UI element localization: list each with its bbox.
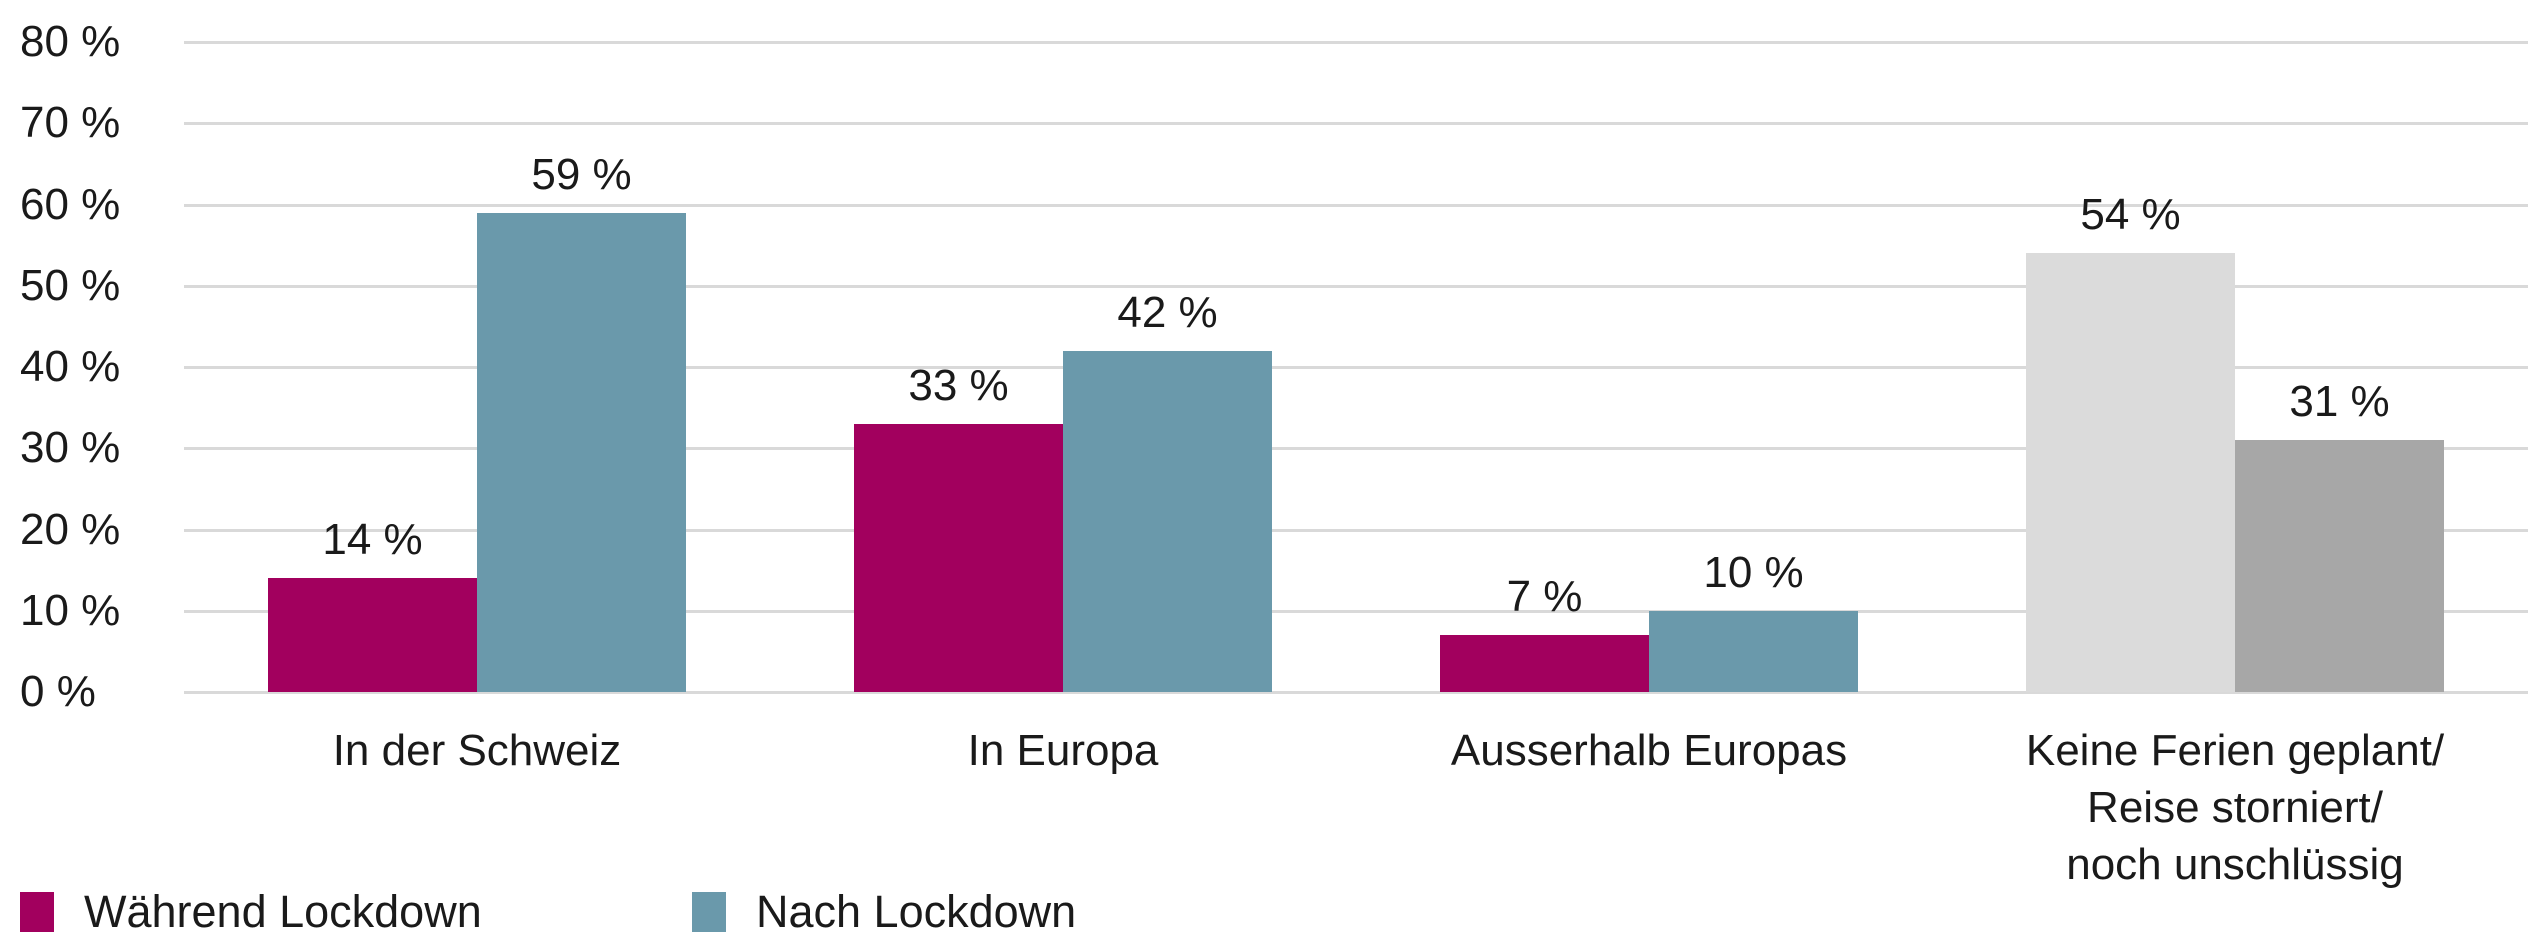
y-tick-label-0: 0 % [20,667,96,716]
legend-label-waehrend-lockdown: Während Lockdown [84,886,482,937]
plot-area: 14 % 33 % 7 % 54 % 59 % 42 % 10 % 31 % [184,41,2528,694]
value-label-series2-category2: 42 % [1117,287,1218,337]
gridline-60 [184,203,2528,207]
bar-series2-category4 [2235,440,2444,692]
y-tick-label-50: 50 % [20,260,121,310]
value-label-series2-category3: 10 % [1703,547,1804,597]
bar-series1-category1 [268,578,477,692]
chart-legend: Während Lockdown Nach Lockdown [0,884,2534,940]
y-tick-label-40: 40 % [20,342,121,391]
value-label-series1-category1: 14 % [322,515,423,565]
gridline-20 [184,528,2528,532]
legend-item-nach-lockdown: Nach Lockdown [692,884,1076,940]
legend-label-nach-lockdown: Nach Lockdown [756,886,1077,937]
value-label-series1-category2: 33 % [908,360,1009,410]
bar-series1-category2 [854,423,1063,692]
bar-series1-category3 [1440,635,1649,692]
category-label-3: Ausserhalb Europas [1450,726,1848,775]
gridline-10 [184,609,2528,613]
value-label-series2-category4: 31 % [2289,377,2390,427]
gridline-70 [184,122,2528,126]
category-label-1: In der Schweiz [332,726,622,775]
y-tick-label-60: 60 % [20,179,121,229]
y-tick-label-80: 80 % [20,17,121,66]
bar-series2-category3 [1649,610,1858,692]
gridline-0 [184,691,2528,694]
legend-item-waehrend-lockdown: Während Lockdown [20,884,482,940]
gridline-30 [184,447,2528,451]
y-tick-label-10: 10 % [20,585,121,635]
value-label-series2-category1: 59 % [531,149,632,199]
y-tick-label-20: 20 % [20,504,121,554]
gridline-50 [184,284,2528,288]
category-label-2: In Europa [967,726,1159,775]
legend-swatch-nach-lockdown [692,892,726,932]
gridline-80 [184,41,2528,44]
category-label-4: Keine Ferien geplant/ Reise storniert/ n… [2025,726,2445,889]
y-tick-label-30: 30 % [20,423,121,473]
bar-series2-category2 [1063,350,1272,692]
value-label-series1-category4: 54 % [2080,190,2181,240]
gridline-40 [184,366,2528,369]
value-label-series1-category3: 7 % [1506,572,1583,622]
y-tick-label-70: 70 % [20,98,121,148]
bar-series1-category4 [2026,253,2235,692]
legend-swatch-waehrend-lockdown [20,892,54,932]
bar-series2-category1 [477,212,686,692]
